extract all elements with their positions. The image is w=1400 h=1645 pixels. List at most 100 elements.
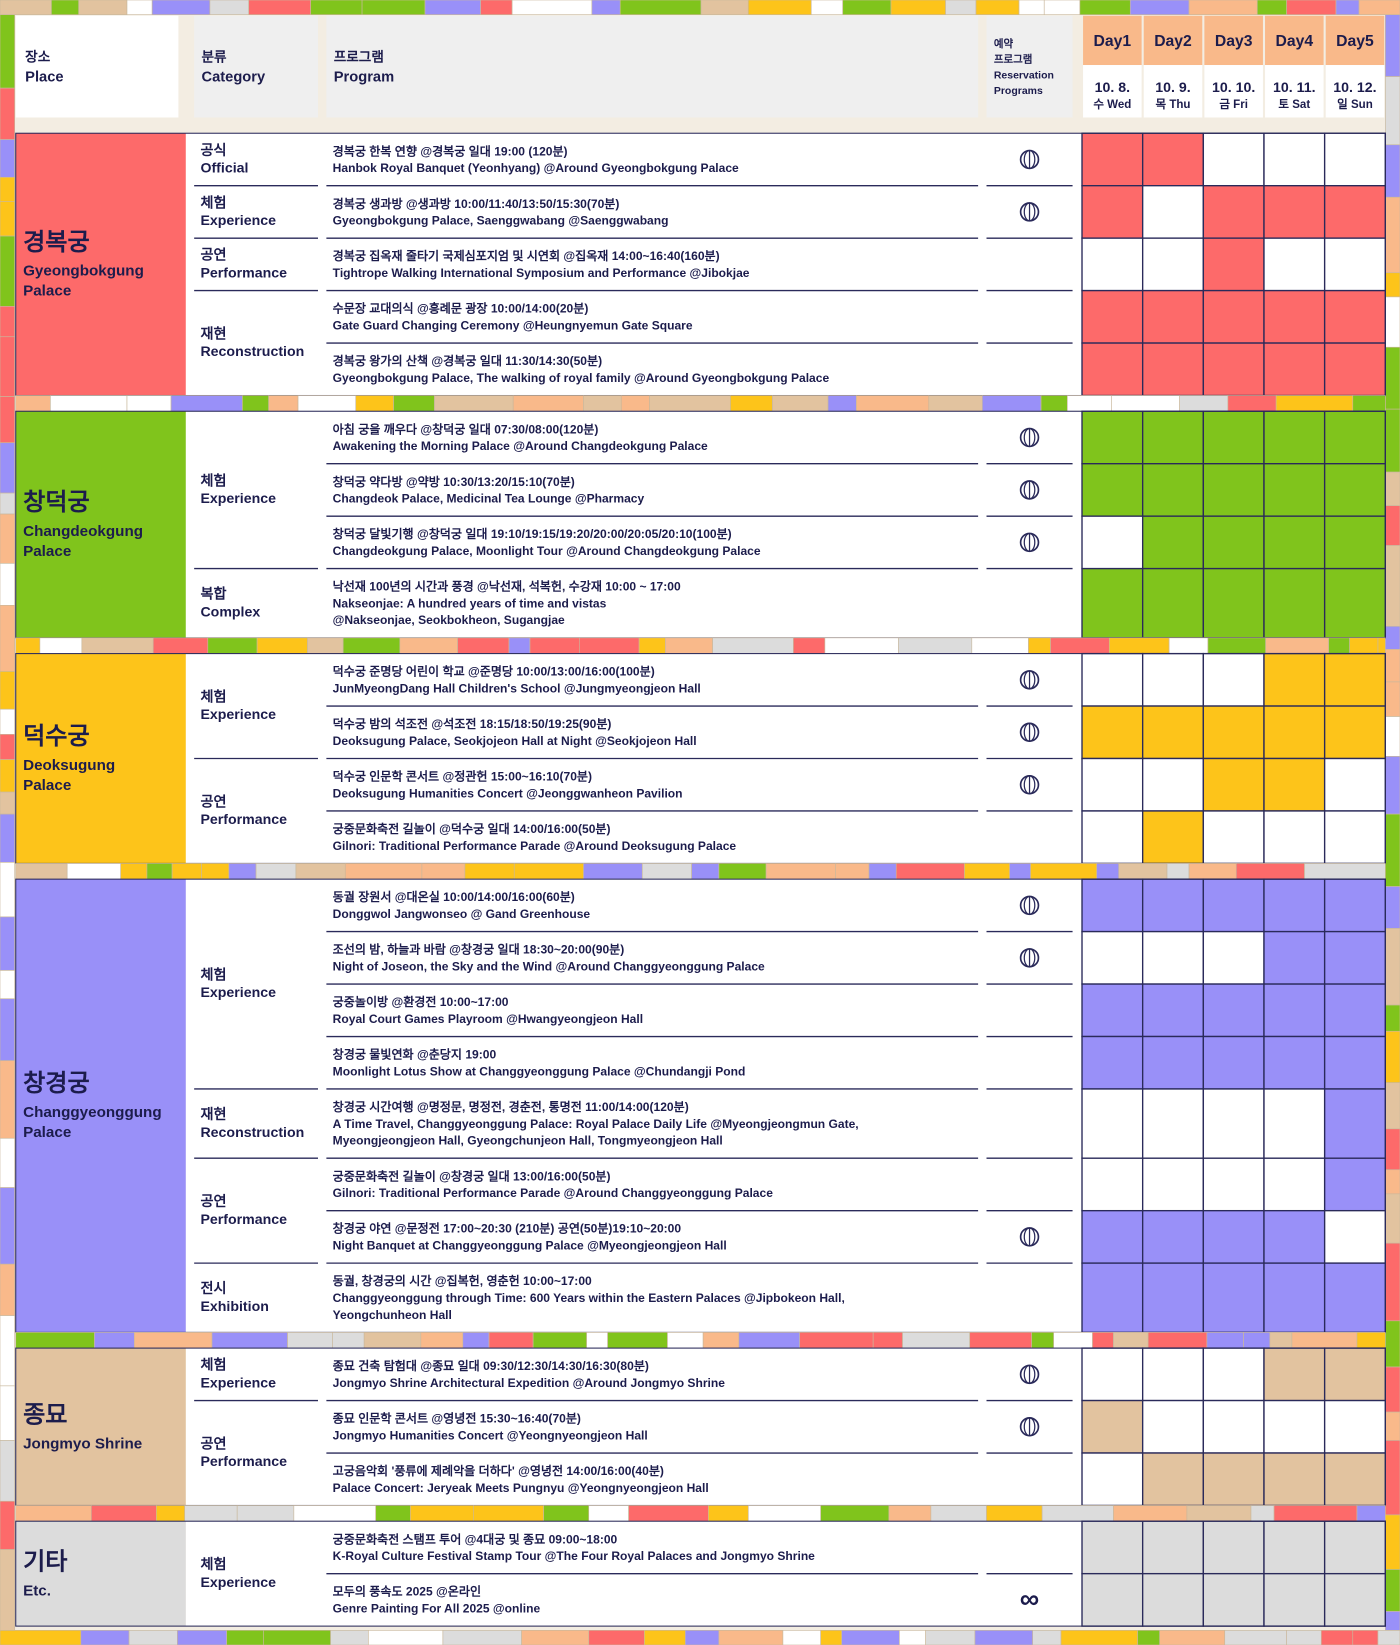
- day-cell: [1323, 810, 1386, 865]
- label: 일 Sun: [1337, 97, 1373, 111]
- day-cell: [1323, 652, 1386, 707]
- decor: [543, 1505, 590, 1522]
- decor: [1009, 863, 1031, 880]
- decor: [1291, 1332, 1358, 1349]
- label: JunMyeongDang Hall Children's School @Ju…: [333, 681, 701, 695]
- day-cell: [1323, 1399, 1386, 1454]
- day-cell: [1081, 930, 1144, 985]
- day-header: [1083, 15, 1142, 66]
- decor: [15, 637, 41, 654]
- decor: [1335, 0, 1360, 16]
- day-cell: [1202, 1572, 1265, 1627]
- decor: [1352, 395, 1386, 412]
- day-cell: [1081, 1157, 1144, 1212]
- day-cell: [1081, 237, 1144, 292]
- decor: [0, 1263, 16, 1316]
- day-cell: [1263, 705, 1326, 760]
- decor: [842, 0, 892, 16]
- decor: [1384, 626, 1400, 650]
- decor: [747, 0, 812, 16]
- decor: [90, 1505, 157, 1522]
- label: 예약: [994, 37, 1014, 50]
- decor: [0, 916, 16, 971]
- decor: [799, 1332, 874, 1349]
- decor: [1384, 1411, 1400, 1441]
- decor: [0, 671, 16, 710]
- decor: [835, 863, 870, 880]
- decor: [1166, 863, 1190, 880]
- label: Performance: [200, 812, 287, 828]
- place-cell: [15, 411, 186, 638]
- day-cell: [1202, 1035, 1265, 1090]
- label: 창경궁 야연 @문정전 17:00~20:30 (210분) 공연(50분)19…: [333, 1221, 682, 1236]
- day-header: [1083, 65, 1142, 118]
- decor: [827, 395, 857, 412]
- decor: [355, 395, 394, 412]
- day-cell: [1323, 930, 1386, 985]
- section-body: [185, 1348, 1083, 1506]
- label: 고궁음악회 '풍류에 제례악을 더하다' @영녕전 14:00/16:00(40…: [333, 1463, 664, 1478]
- label: 동궐 장원서 @대온실 10:00/14:00/16:00(60분): [333, 889, 575, 904]
- decor: [0, 1137, 16, 1188]
- reservation-icon: [1019, 774, 1040, 795]
- day-cell: [1141, 567, 1205, 639]
- decor: [1384, 1514, 1400, 1570]
- label: 체험: [200, 688, 226, 705]
- day-cell: [1081, 289, 1144, 344]
- day-cell: [1263, 1209, 1326, 1264]
- decor: [420, 1332, 464, 1349]
- label: 종묘: [23, 1402, 67, 1429]
- label: 창덕궁 달빛기행 @창덕궁 일대 19:10/19:15/19:20/20:00…: [333, 526, 732, 541]
- decor: [1384, 76, 1400, 146]
- decor: [1227, 395, 1277, 412]
- label: Performance: [200, 1212, 287, 1228]
- label: Awakening the Morning Palace @Around Cha…: [333, 439, 708, 453]
- label: Moonlight Lotus Show at Changgyeonggung …: [333, 1064, 746, 1078]
- day-cell: [1263, 237, 1326, 292]
- decor: [1030, 863, 1098, 880]
- day-cell: [1081, 1209, 1144, 1264]
- decor: [297, 395, 357, 412]
- decor: [508, 637, 531, 654]
- decor: [0, 813, 16, 863]
- label: Day4: [1276, 33, 1314, 50]
- decor: [1349, 637, 1379, 654]
- decor: [841, 1629, 900, 1645]
- label: 덕수궁 인문학 콘서트 @정관헌 15:00~16:10(70분): [333, 769, 592, 784]
- day-cell: [1202, 567, 1265, 639]
- decor: [1304, 863, 1386, 880]
- section-body: [185, 879, 1083, 1333]
- day-cell: [1323, 1452, 1386, 1507]
- label: Gyeongbokgung Palace, The walking of roy…: [333, 371, 830, 385]
- decor: [1275, 395, 1354, 412]
- decor: [0, 1187, 16, 1265]
- decor: [529, 637, 580, 654]
- decor: [772, 395, 829, 412]
- day-cell: [1141, 757, 1205, 812]
- decor: [1384, 1569, 1400, 1612]
- day-cell: [1141, 652, 1205, 707]
- label: Genre Painting For All 2025 @online: [333, 1602, 541, 1616]
- decor: [0, 14, 16, 89]
- day-cell: [1141, 930, 1205, 985]
- decor: [1207, 637, 1266, 654]
- day-cell: [1263, 1572, 1326, 1627]
- day-cell: [1202, 132, 1265, 187]
- label: 프로그램: [994, 54, 1033, 66]
- label: 분류: [201, 49, 227, 64]
- decor: [0, 970, 16, 1000]
- label: Exhibition: [200, 1299, 268, 1315]
- label: Deoksugung Palace, Seokjojeon Hall at Ni…: [333, 734, 697, 748]
- decor: [1111, 395, 1180, 412]
- label: ∞: [1020, 1583, 1039, 1614]
- label: 공연: [200, 1436, 226, 1452]
- decor: [152, 637, 209, 654]
- day-cell: [1263, 410, 1326, 465]
- label: 경복궁 왕가의 산책 @경복궁 일대 11:30/14:30(50분): [333, 353, 602, 368]
- decor: [156, 1505, 186, 1522]
- reservation-icon: [1019, 1417, 1040, 1437]
- decor: [810, 0, 844, 16]
- day-header: [1143, 65, 1203, 118]
- decor: [532, 1332, 587, 1349]
